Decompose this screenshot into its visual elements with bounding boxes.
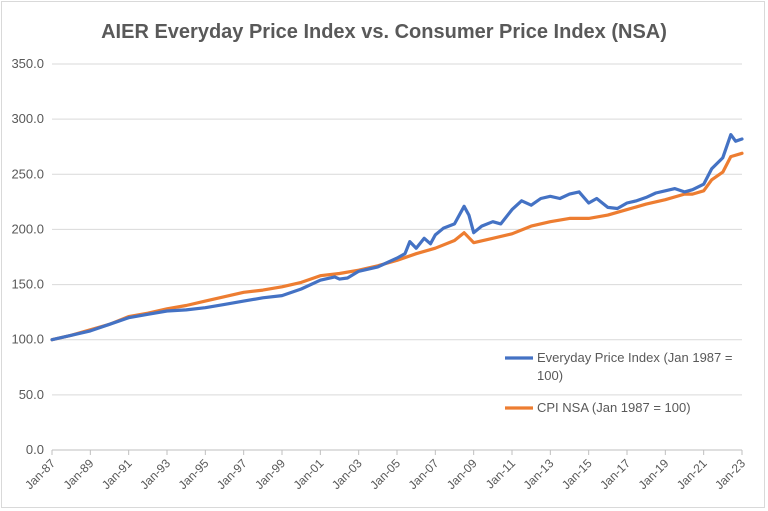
- x-tick-label: Jan-19: [636, 456, 672, 492]
- x-tick-label: Jan-13: [521, 456, 557, 492]
- y-tick-label: 250.0: [11, 166, 44, 181]
- legend: Everyday Price Index (Jan 1987 = 100) CPI …: [505, 350, 732, 415]
- x-tick-label: Jan-89: [61, 456, 97, 492]
- x-tick-label: Jan-23: [712, 456, 748, 492]
- y-tick-label: 350.0: [11, 56, 44, 71]
- y-tick-label: 50.0: [19, 387, 44, 402]
- series-line: [50, 133, 744, 342]
- y-tick-label: 300.0: [11, 111, 44, 126]
- x-tick-label: Jan-03: [329, 456, 365, 492]
- x-tick-label: Jan-11: [483, 456, 518, 491]
- series-lines: [50, 133, 744, 342]
- x-tick-label: Jan-07: [406, 456, 442, 492]
- series-line: [50, 151, 744, 342]
- y-tick-label: 0.0: [26, 442, 44, 457]
- y-tick-label: 100.0: [11, 332, 44, 347]
- legend-label: CPI NSA (Jan 1987 = 100): [537, 400, 691, 415]
- x-tick-label: Jan-93: [137, 456, 173, 492]
- y-tick-label: 150.0: [11, 277, 44, 292]
- legend-entry: CPI NSA (Jan 1987 = 100): [505, 400, 691, 415]
- y-axis-ticks: 0.0 50.0 100.0 150.0 200.0 250.0 300.0 350.0: [11, 56, 44, 457]
- x-tick-label: Jan-01: [291, 456, 327, 492]
- x-tick-label: Jan-17: [597, 456, 633, 492]
- x-tick-label: Jan-97: [214, 456, 250, 492]
- x-tick-label: Jan-21: [674, 456, 710, 492]
- y-tick-label: 200.0: [11, 221, 44, 236]
- x-tick-label: Jan-95: [176, 456, 212, 492]
- x-tick-label: Jan-05: [367, 456, 403, 492]
- x-tick-label: Jan-99: [252, 456, 288, 492]
- legend-entry: Everyday Price Index (Jan 1987 = 100): [505, 350, 732, 383]
- x-axis-ticks: Jan-87 Jan-89 Jan-91 Jan-93 Jan-95 Jan-97 Jan-…: [22, 450, 748, 492]
- x-tick-label: Jan-09: [444, 456, 480, 492]
- x-tick-label: Jan-15: [559, 456, 595, 492]
- x-tick-label: Jan-87: [22, 456, 58, 492]
- chart-title: AIER Everyday Price Index vs. Consumer P…: [101, 21, 667, 43]
- x-tick-label: Jan-91: [99, 456, 135, 492]
- legend-label: Everyday Price Index (Jan 1987 = 100): [537, 350, 732, 383]
